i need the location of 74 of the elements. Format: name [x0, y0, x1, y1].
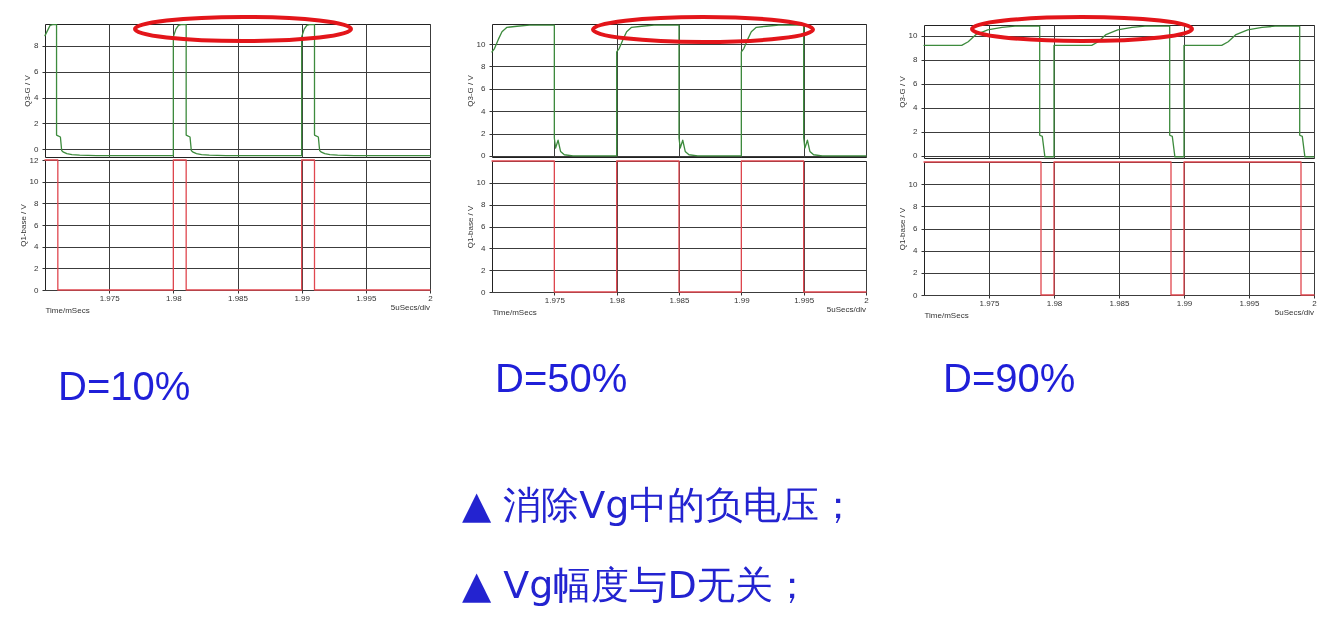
y-tick-label: 0: [481, 151, 487, 161]
y-axis-title: Q1-base / V: [465, 204, 475, 249]
text: 5uSecs/div: [390, 303, 430, 312]
text: D=90%: [943, 356, 1076, 400]
x-tick-label: 1.995: [356, 293, 377, 303]
y-tick-label: 8: [34, 198, 40, 208]
y-tick-label: 8: [34, 41, 40, 51]
x-tick-label: 1.99: [294, 293, 311, 303]
y-tick-label: 8: [481, 61, 487, 71]
line-series: [923, 25, 1315, 158]
y-tick-label: 6: [481, 84, 487, 94]
y-tick-label: 2: [34, 118, 40, 128]
y-tick-label: 4: [34, 93, 40, 103]
y-tick-label: 4: [913, 246, 919, 256]
y-axis-title: Q1-base / V: [18, 203, 28, 247]
y-tick-label: 10: [29, 177, 40, 187]
y-tick-label: 6: [913, 79, 919, 89]
x-tick-label: 1.99: [734, 295, 751, 305]
text: 5uSecs/div: [826, 305, 866, 314]
y-tick-label: 0: [481, 287, 487, 297]
line-series: [44, 24, 431, 157]
x-tick-label: 1.985: [669, 295, 691, 305]
x-tick-label: 2: [428, 293, 434, 303]
y-axis-title: Q3-G / V: [897, 75, 907, 108]
y-tick-label: 4: [913, 103, 919, 113]
y-tick-label: 6: [913, 224, 919, 233]
text: 5uSecs/div: [1274, 308, 1314, 317]
y-tick-label: 0: [913, 290, 919, 300]
x-tick-label: 1.985: [1109, 298, 1131, 308]
x-tick-label: 1.98: [609, 295, 626, 305]
y-tick-label: 6: [481, 222, 487, 231]
x-tick-label: 1.98: [1046, 298, 1063, 308]
x-tick-label: 2: [1312, 298, 1318, 308]
x-tick-label: 1.975: [979, 298, 1001, 308]
y-tick-label: 2: [481, 265, 487, 275]
x-tick-label: 1.995: [794, 295, 815, 305]
x-tick-label: 1.975: [544, 295, 566, 305]
y-tick-label: 10: [908, 31, 919, 41]
text: D=50%: [495, 356, 628, 400]
y-tick-label: 2: [913, 127, 919, 137]
y-tick-label: 0: [34, 144, 40, 154]
x-axis-title: Time/mSecs: [45, 305, 90, 315]
y-tick-label: 10: [908, 179, 919, 189]
y-tick-label: 8: [481, 200, 487, 210]
x-tick-label: 1.985: [227, 293, 249, 303]
y-tick-label: 6: [34, 220, 40, 230]
y-tick-label: 10: [476, 39, 487, 49]
y-tick-label: 8: [913, 201, 919, 211]
x-axis-title: Time/mSecs: [924, 310, 969, 320]
line-series: [491, 24, 867, 157]
x-axis-title: Time/mSecs: [492, 307, 537, 317]
y-tick-label: 10: [476, 178, 487, 188]
text: ▲ Vg幅度与D无关；: [462, 562, 812, 609]
y-tick-label: 4: [481, 106, 487, 116]
y-tick-label: 0: [913, 151, 919, 161]
y-tick-label: 2: [34, 263, 40, 273]
x-tick-label: 2: [864, 295, 870, 305]
y-tick-label: 2: [913, 268, 919, 278]
x-tick-label: 1.99: [1176, 298, 1193, 308]
y-axis-title: Q3-G / V: [465, 74, 475, 107]
y-tick-label: 0: [34, 285, 40, 295]
y-tick-label: 2: [481, 129, 487, 139]
x-tick-label: 1.98: [166, 293, 183, 303]
y-tick-label: 4: [481, 243, 487, 253]
y-axis-title: Q3-G / V: [23, 74, 33, 107]
y-tick-label: 12: [29, 155, 40, 165]
y-axis-title: Q1-base / V: [897, 206, 907, 251]
x-tick-label: 1.995: [1239, 298, 1261, 308]
text: ▲ 消除Vg中的负电压；: [462, 482, 858, 529]
y-tick-label: 6: [34, 67, 40, 77]
y-tick-label: 8: [913, 55, 919, 65]
text: D=10%: [58, 364, 191, 408]
x-tick-label: 1.975: [99, 293, 121, 303]
y-tick-label: 4: [34, 242, 40, 252]
